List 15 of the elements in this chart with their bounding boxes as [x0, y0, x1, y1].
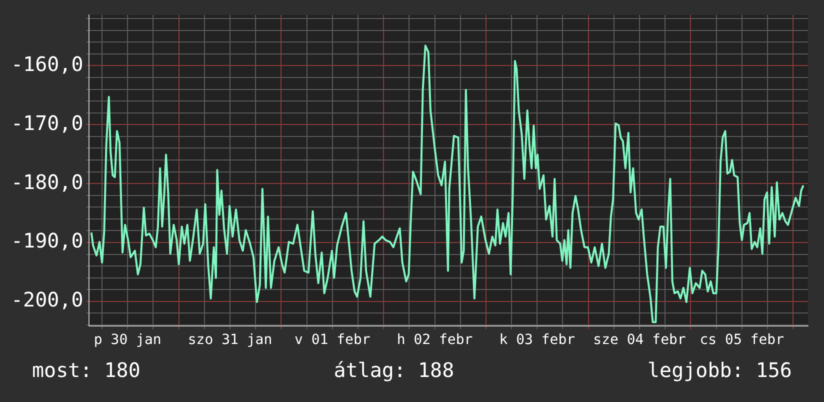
text: átlag: 188 [334, 358, 454, 382]
y-tick-label: -180,0 [10, 170, 84, 194]
x-tick-label: sze 04 febr [593, 332, 686, 348]
y-tick-label: -200,0 [10, 288, 84, 312]
text: legjobb: 156 [647, 358, 792, 382]
y-tick-label: -190,0 [10, 228, 84, 253]
x-tick-label: p 30 jan [94, 332, 162, 348]
y-tick-label: -160,0 [10, 52, 84, 76]
y-tick-label: -170,0 [10, 110, 84, 135]
x-tick-label: szo 31 jan [188, 332, 272, 348]
text: most: 180 [32, 358, 140, 382]
x-tick-label: h 02 febr [396, 332, 473, 348]
x-tick-label: cs 05 febr [700, 332, 784, 348]
x-tick-label: v 01 febr [294, 332, 370, 348]
x-tick-label: k 03 febr [499, 332, 576, 348]
